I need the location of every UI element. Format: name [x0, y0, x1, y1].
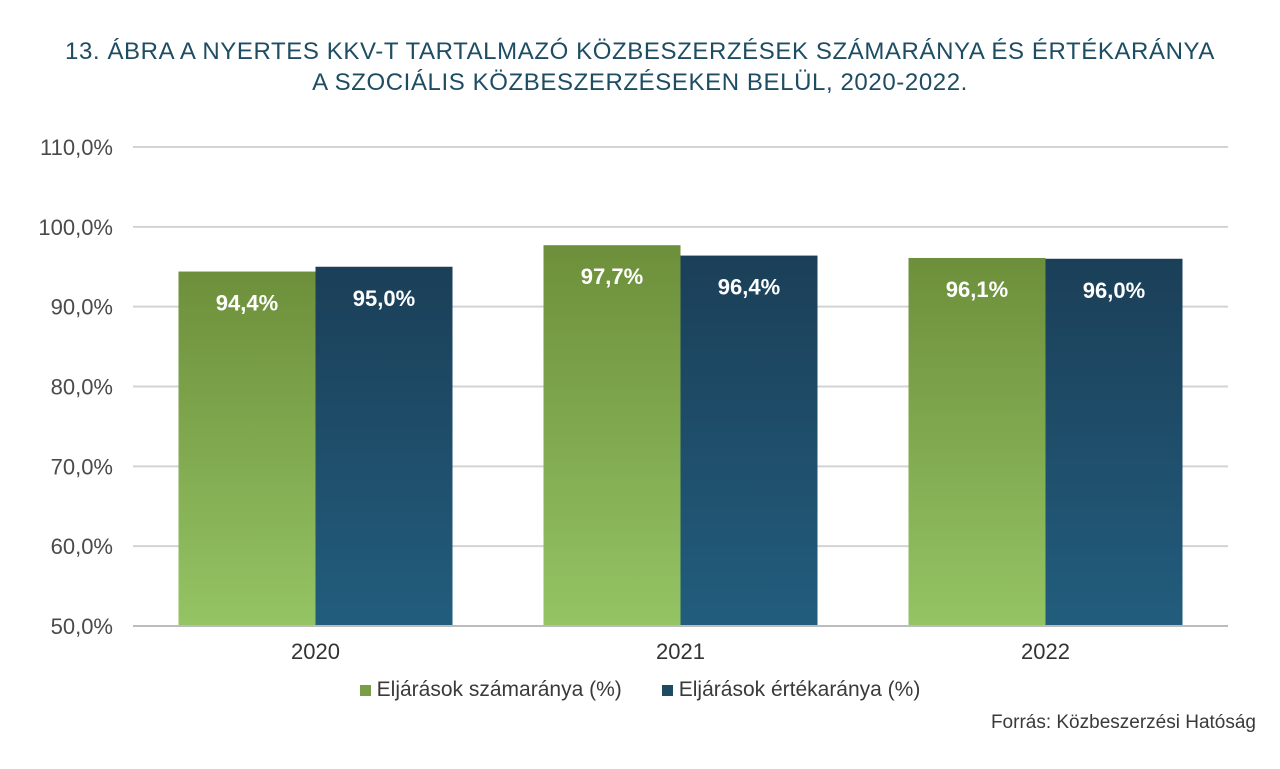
bar-series-2-2020 [315, 266, 453, 626]
data-labels: 94,4% 95,0% 97,7% 96,4% 96,1% 96,0% [216, 264, 1145, 315]
x-tick-label-2022: 2022 [1021, 639, 1070, 664]
legend-swatch-series-1 [359, 684, 371, 696]
source-note: Forrás: Közbeszerzési Hatóság [990, 712, 1256, 733]
data-label-series-1-2022: 96,1% [946, 277, 1008, 302]
x-tick-label-2021: 2021 [656, 639, 705, 664]
legend-label-series-2: Eljárások értékaránya (%) [678, 678, 921, 701]
bar-series-2-2022 [1045, 258, 1183, 626]
y-tick-label-4: 90,0% [51, 295, 113, 320]
chart-title-line-1: 13. ÁBRA A NYERTES KKV-T TARTALMAZÓ KÖZB… [65, 38, 1215, 65]
bar-series-1-2022 [908, 257, 1046, 626]
bar-series-1-2021 [543, 245, 681, 626]
y-tick-label-1: 60,0% [51, 534, 113, 559]
y-tick-label-5: 100,0% [38, 215, 113, 240]
bar-series-2-2021 [680, 255, 818, 626]
legend-swatch-series-2 [661, 684, 673, 696]
chart-title: 13. ÁBRA A NYERTES KKV-T TARTALMAZÓ KÖZB… [0, 36, 1280, 98]
data-label-series-2-2020: 95,0% [353, 286, 415, 311]
legend: Eljárások számaránya (%) Eljárások érték… [0, 678, 1280, 702]
legend-item-series-1: Eljárások számaránya (%) [359, 678, 622, 702]
data-label-series-2-2021: 96,4% [718, 275, 780, 300]
x-tick-label-2020: 2020 [291, 639, 340, 664]
data-label-series-1-2021: 97,7% [581, 264, 643, 289]
data-label-series-1-2020: 94,4% [216, 291, 278, 316]
y-tick-label-2: 70,0% [51, 454, 113, 479]
bar-series-1-2020 [178, 271, 316, 626]
axes: 50,0% 60,0% 70,0% 80,0% 90,0% 100,0% 110,0% 202… [38, 135, 1228, 664]
y-tick-label-6: 110,0% [40, 135, 113, 160]
legend-item-series-2: Eljárások értékaránya (%) [661, 678, 921, 702]
chart-title-line-2: A SZOCIÁLIS KÖZBESZERZÉSEKEN BELÜL, 2020… [312, 69, 968, 96]
legend-label-series-1: Eljárások számaránya (%) [376, 678, 622, 701]
bars [178, 245, 1183, 626]
y-tick-label-3: 80,0% [51, 375, 113, 400]
data-label-series-2-2022: 96,0% [1083, 278, 1145, 303]
y-tick-label-0: 50,0% [51, 614, 113, 639]
